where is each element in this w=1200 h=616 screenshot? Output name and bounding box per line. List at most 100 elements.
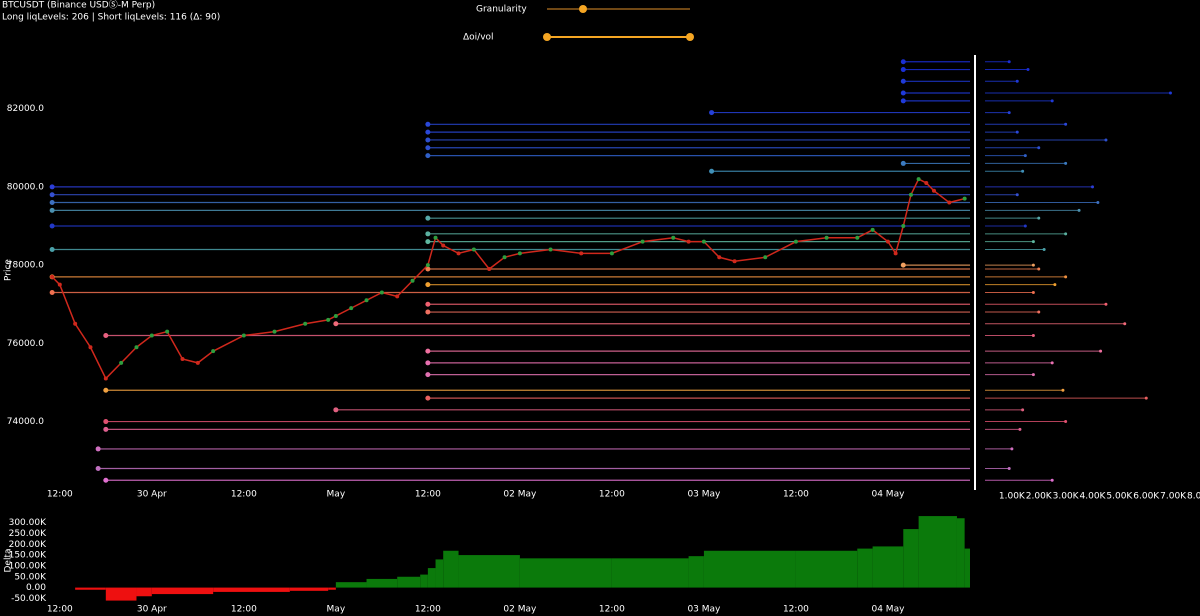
page-subtitle: Long liqLevels: 206 | Short liqLevels: 1… [2,13,220,23]
price-point [195,360,200,365]
liq-size-dot [1031,290,1035,294]
liq-level-start [49,289,55,295]
price-point [326,317,331,322]
delta-bar [458,555,520,588]
price-point [893,251,898,256]
x-tick-label: 12:00 [47,605,73,615]
x-tick-label: 04 May [871,605,905,615]
x-tick-label: May [327,605,346,615]
liq-level-start [49,246,55,252]
delta-bar [75,587,106,590]
liq-level-start [425,360,431,366]
liq-level-start [49,207,55,213]
liq-level-start [425,282,431,288]
y-axis-label: Price [4,259,14,281]
liq-level-start [425,301,431,307]
liq-size-dot [1007,466,1011,470]
price-point [717,255,722,260]
liq-level-start [900,160,906,166]
liq-size-dot [1061,388,1065,392]
price-point [50,274,55,279]
delta-bar [703,550,796,588]
delta-bar [903,529,919,588]
liq-size-dot [1091,185,1094,189]
liq-size-dot [1104,138,1108,142]
liq-size-dot [1064,232,1068,236]
liq-level-start [900,262,906,268]
slider-knob[interactable] [543,33,551,41]
delta-bar [136,587,152,597]
price-point [441,243,446,248]
y-tick-label: 80000.0 [7,182,44,192]
price-point [73,321,78,326]
liq-size-dot [1015,130,1019,134]
liq-size-dot [1099,349,1103,353]
liq-level-start [103,419,109,425]
delta-bar [857,548,873,588]
liq-level-start [103,387,109,393]
y-tick-label: 76000.0 [7,339,44,349]
x-tick-label: 30 Apr [137,490,167,500]
liq-size-dot [1031,240,1035,244]
price-point [901,224,906,228]
x-tick-label: May [327,490,346,500]
liq-size-dot [1010,447,1014,451]
price-point [686,239,691,244]
liq-level-start [49,184,55,190]
liq-level-start [425,348,431,354]
price-point [425,263,430,268]
liq-level-start [425,153,431,159]
liq-level-start [425,239,431,245]
liq-size-dot [1064,161,1068,165]
delta-bar [611,558,689,588]
x-tick-label: 12:00 [599,490,625,500]
liq-size-dot [1064,122,1068,126]
delta-bar [872,546,904,588]
price-point [924,180,929,185]
price-point [793,239,798,244]
liq-level-start [95,465,101,471]
price-point [885,239,890,244]
x-tick-label: 12:00 [783,605,809,615]
delta-bar [397,576,421,588]
slider-label: Granularity [476,5,527,15]
slider-knob[interactable] [579,5,587,13]
liq-size-dot [1037,310,1041,314]
liq-level-start [49,192,55,198]
liq-level-start [425,266,431,272]
liq-level-start [49,223,55,229]
liq-level-start [425,309,431,315]
delta-bar [443,550,459,588]
price-point [947,200,952,205]
x-tick-label: 02 May [503,490,537,500]
x-tick-label: 30 Apr [137,605,167,615]
x-tick-label: 12:00 [47,490,73,500]
y-tick-label: -50.00K [11,594,47,604]
liq-size-dot [1015,79,1019,83]
liq-size-dot [1104,302,1108,306]
size-tick-label: 2.00K [1026,492,1053,502]
liq-level-start [425,137,431,143]
y-tick-label: 82000.0 [7,104,44,114]
x-tick-label: 12:00 [599,605,625,615]
liq-size-dot [1077,208,1081,212]
price-point [410,278,415,283]
price-point [908,192,913,197]
liq-level-start [900,67,906,73]
delta-bar [335,582,367,588]
price-point [763,255,768,260]
price-point [502,255,507,260]
price-point [548,247,553,252]
price-point [701,239,706,244]
y-tick-label: 50.00K [14,572,47,582]
liq-size-dot [1007,111,1011,115]
delta-bar [151,587,214,595]
price-point [671,235,676,240]
x-tick-label: 04 May [871,490,905,500]
slider-knob[interactable] [686,33,694,41]
liq-size-dot [1037,146,1041,150]
liq-level-start [900,90,906,96]
y-tick-label: 100.00K [9,561,47,571]
liq-size-dot [1050,361,1054,365]
size-tick-label: 6.00K [1133,492,1160,502]
